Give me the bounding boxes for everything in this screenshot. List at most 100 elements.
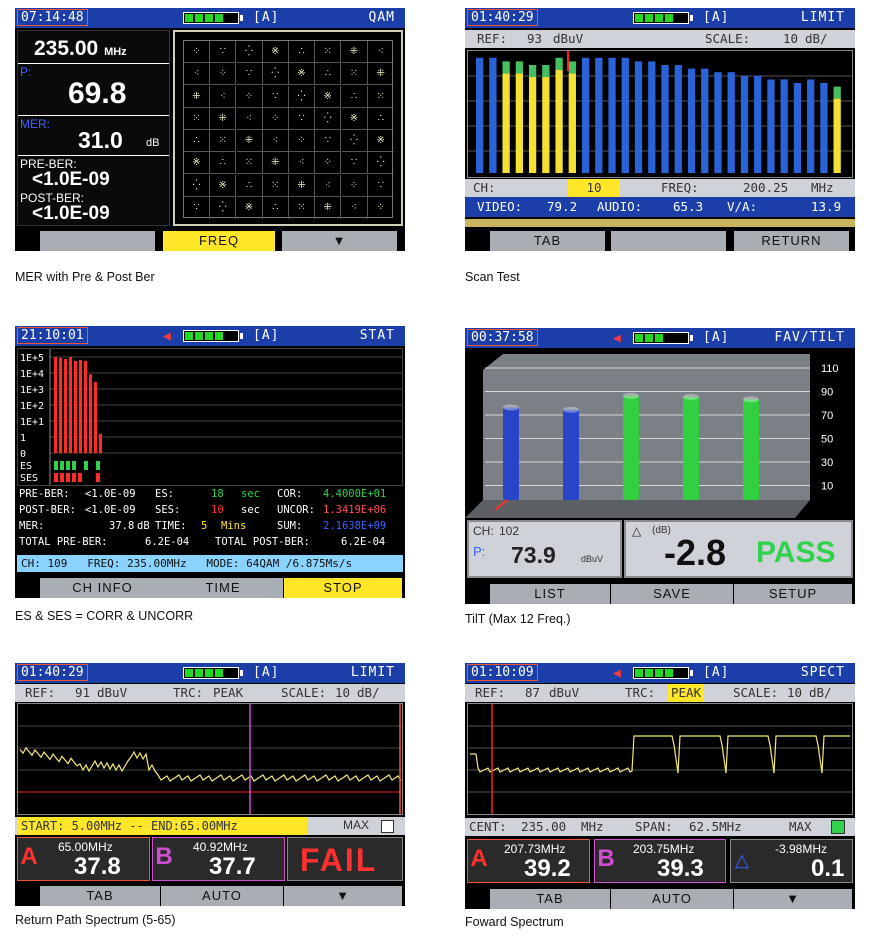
scan-bar-top	[542, 65, 550, 77]
scan-bar-yellow	[528, 77, 537, 173]
y-tick-label: 50	[821, 434, 833, 446]
constellation-cell: ∵	[289, 107, 315, 130]
softkey-save[interactable]: SAVE	[611, 584, 733, 604]
softkey-down[interactable]: ▼	[282, 231, 397, 251]
stat-bar	[74, 360, 77, 453]
status-bar: 00:37:58 ◀ [A] FAV/TILT	[465, 328, 855, 348]
constellation-cell: ⁙	[236, 152, 263, 175]
stat-chart: 1E+5 1E+4 1E+3 1E+2 1E+1 1 0 ES SES	[17, 348, 403, 486]
constellation-cell: ⁙	[262, 174, 289, 197]
scan-bar	[820, 83, 828, 173]
screen-title: SPECT	[800, 665, 845, 680]
ref-trc-scale-bar: REF: 91 dBuV TRC: PEAK SCALE: 10 dB/	[15, 684, 405, 702]
ses-mark	[96, 473, 100, 482]
constellation-cell: ⁛	[210, 196, 237, 219]
softkey-bar: TAB RETURN	[465, 229, 855, 251]
plug-icon: ◀	[163, 329, 171, 344]
softkey-freq[interactable]: FREQ	[163, 231, 275, 251]
pre-ber-row: PRE-BER: <1.0E-09 ES: 18 sec COR: 4.4000…	[19, 488, 387, 500]
softkey-ch-info[interactable]: CH INFO	[40, 578, 165, 598]
max-checkbox[interactable]	[381, 820, 394, 833]
scan-bar-top	[502, 61, 510, 74]
mode-indicator: [A]	[253, 328, 280, 343]
tilt-bar	[623, 395, 639, 500]
softkey-tab[interactable]: TAB	[490, 889, 610, 909]
constellation-cell: ※	[367, 130, 394, 152]
softkey-stop[interactable]: STOP	[284, 578, 402, 598]
scan-plot	[468, 51, 852, 173]
ses-mark	[66, 473, 70, 482]
clock: 00:37:58	[467, 329, 538, 346]
trc-mode[interactable]: PEAK	[668, 684, 705, 702]
stat-bar	[89, 374, 92, 453]
softkey-tab[interactable]: TAB	[490, 231, 605, 251]
softkey-down[interactable]: ▼	[284, 886, 402, 906]
return-path-screen: 01:40:29 [A] LIMIT REF: 91 dBuV TRC: PEA…	[15, 663, 405, 906]
y-tick-label: 1E+2	[20, 401, 44, 412]
softkey-1[interactable]	[40, 231, 155, 251]
softkey-time[interactable]: TIME	[163, 578, 283, 598]
softkey-list[interactable]: LIST	[490, 584, 610, 604]
status-bar: 01:40:29 [A] LIMIT	[15, 663, 405, 683]
constellation-cell: ※	[237, 196, 263, 219]
caption-return: Return Path Spectrum (5-65)	[15, 913, 176, 927]
max-checkbox[interactable]	[831, 820, 845, 834]
mode-indicator: [A]	[703, 665, 730, 680]
constellation-cell: ∵	[210, 41, 237, 63]
stat-bar	[79, 359, 82, 453]
softkey-auto[interactable]: AUTO	[161, 886, 283, 906]
stat-bar	[84, 360, 87, 453]
constellation-cell: ⁖	[367, 41, 394, 63]
constellation-cell: ∴	[367, 108, 394, 130]
constellation-cell: ⁘	[289, 130, 315, 152]
battery-icon	[183, 12, 243, 24]
constellation-cell: ∵	[236, 63, 263, 86]
softkey-auto[interactable]: AUTO	[611, 889, 733, 909]
constellation-cell: ⁛	[184, 174, 210, 197]
constellation-cell: ⁛	[315, 107, 342, 130]
mode-indicator: [A]	[253, 665, 280, 680]
constellation-cell: ⁙	[341, 63, 368, 86]
constellation-cell: ⁙	[367, 86, 394, 108]
marker-a-box: A 207.73MHz 39.2	[467, 839, 590, 883]
scan-bar	[661, 65, 669, 173]
start-end-range[interactable]: START: 5.00MHz -- END:65.00MHz	[17, 817, 307, 835]
marker-a-value: 37.8	[74, 853, 121, 880]
softkey-setup[interactable]: SETUP	[734, 584, 852, 604]
stat-bar	[59, 357, 62, 453]
scan-bar	[754, 75, 762, 173]
clock: 07:14:48	[17, 9, 88, 26]
softkey-down[interactable]: ▼	[734, 889, 852, 909]
scan-bar	[727, 72, 735, 173]
softkey-tab[interactable]: TAB	[40, 886, 160, 906]
constellation-cell: ∴	[210, 152, 237, 175]
channel-power-box: CH: 102 P: 73.9 dBuV	[467, 520, 622, 578]
channel-value[interactable]: 10	[568, 179, 620, 197]
scan-bar-yellow	[542, 77, 550, 173]
total-ber-row: TOTAL PRE-BER: 6.2E-04 TOTAL POST-BER: 6…	[19, 536, 386, 548]
measurement-panel: 235.00 MHz P: 69.8 MER: 31.0 dB PRE-BER:…	[17, 30, 170, 226]
spectrum-trace	[470, 735, 850, 774]
constellation-cell: ⁛	[289, 85, 315, 108]
scan-bar-top	[555, 57, 563, 70]
constellation-cell: ⁙	[289, 196, 315, 219]
status-bar: 01:40:29 [A] LIMIT	[465, 8, 855, 28]
caption-tilt: TilT (Max 12 Freq.)	[465, 612, 571, 626]
constellation-cell: ∵	[315, 130, 342, 152]
constellation-cell: ⁜	[315, 196, 342, 219]
marker-b-box: B 40.92MHz 37.7	[152, 837, 285, 881]
y-tick-label: 90	[821, 387, 833, 399]
tilt-cursor	[494, 499, 508, 511]
screen-title: LIMIT	[350, 665, 395, 680]
scan-bar-top	[528, 65, 537, 77]
status-bar: 07:14:48 [A] QAM	[15, 8, 405, 28]
clock: 01:40:29	[17, 664, 88, 681]
softkey-2[interactable]	[611, 231, 726, 251]
softkey-bar: LIST SAVE SETUP	[465, 582, 855, 604]
spectrum-plot	[468, 704, 852, 814]
scan-bar	[476, 57, 484, 173]
screen-title: STAT	[359, 328, 395, 343]
channel-info-line: CH: 109 FREQ: 235.00MHz MODE: 64QAM /6.8…	[17, 555, 403, 572]
softkey-return[interactable]: RETURN	[734, 231, 849, 251]
